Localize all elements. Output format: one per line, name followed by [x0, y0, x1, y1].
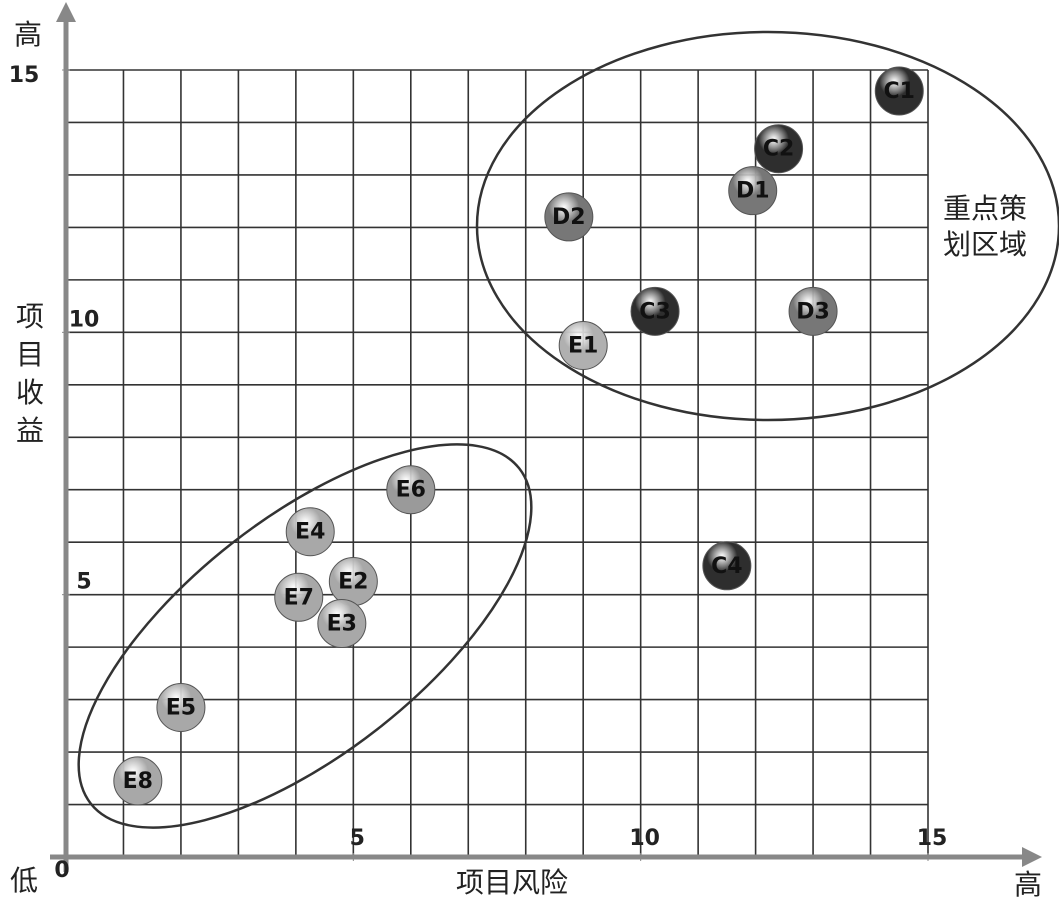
point-label: E6	[396, 478, 426, 503]
point	[630, 286, 680, 336]
cluster-ellipse	[77, 443, 533, 829]
focus-ellipse	[475, 30, 1059, 422]
point-label: D2	[552, 205, 586, 230]
point	[113, 756, 163, 806]
x-high: 高	[1014, 868, 1042, 901]
point	[558, 320, 608, 370]
point-label: E7	[284, 585, 314, 610]
point	[156, 682, 206, 732]
point	[728, 166, 778, 216]
point	[544, 192, 594, 242]
x-tick-label: 0	[54, 858, 69, 883]
y-tick-label: 15	[9, 63, 40, 88]
point	[386, 465, 436, 515]
y-tick-label: 10	[69, 307, 100, 332]
annotation-line: 划区域	[943, 228, 1027, 261]
point	[317, 599, 367, 649]
annotation-line: 重点策	[943, 192, 1027, 225]
point-label: C1	[884, 79, 915, 104]
point-label: D1	[736, 179, 770, 204]
point-label: E8	[123, 769, 153, 794]
y-axis-label: 项目收益	[16, 300, 44, 447]
point	[702, 541, 752, 591]
y-low: 低	[10, 864, 38, 897]
x-tick-label: 10	[629, 826, 660, 851]
point	[285, 507, 335, 557]
x-axis-label: 项目风险	[456, 866, 568, 899]
point-label: C3	[639, 299, 670, 324]
point-label: C4	[711, 554, 742, 579]
y-high: 高	[14, 18, 42, 51]
x-arrow	[1022, 847, 1042, 867]
point	[874, 66, 924, 116]
point	[274, 572, 324, 622]
point-label: D3	[796, 299, 830, 324]
y-tick-label: 5	[76, 570, 91, 595]
point-label: C2	[763, 137, 794, 162]
point	[754, 124, 804, 174]
point-label: E4	[295, 520, 325, 545]
x-tick-label: 5	[350, 826, 365, 851]
point-label: E5	[166, 695, 196, 720]
y-arrow	[56, 2, 76, 22]
point-label: E3	[327, 612, 357, 637]
point-label: E2	[338, 570, 368, 595]
point	[788, 286, 838, 336]
x-tick-label: 15	[917, 826, 948, 851]
point-label: E1	[568, 333, 598, 358]
